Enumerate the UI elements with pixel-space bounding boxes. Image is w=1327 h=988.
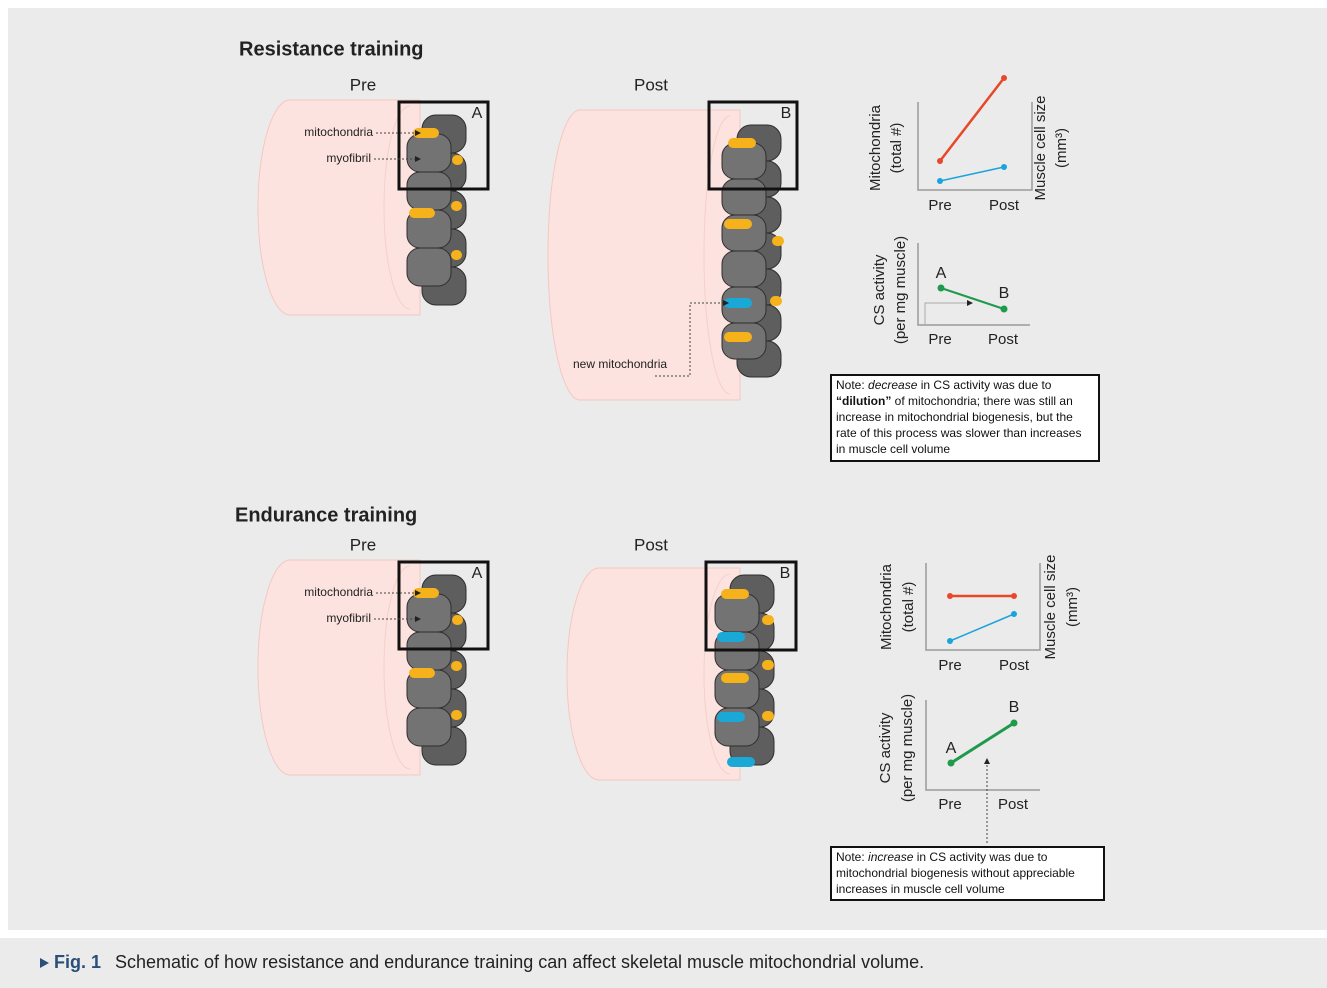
caption-bar: Fig. 1 Schematic of how resistance and en… bbox=[0, 938, 1327, 988]
post-label: Post bbox=[634, 75, 668, 94]
data-point bbox=[937, 178, 943, 184]
note-text: decrease bbox=[868, 378, 917, 392]
pre-label: Pre bbox=[350, 75, 376, 94]
y-label: (per mg muscle) bbox=[899, 694, 916, 802]
annotation: myofibril bbox=[326, 151, 371, 165]
mitochondrion bbox=[409, 208, 435, 218]
pre-label: Pre bbox=[350, 535, 376, 554]
myofibril bbox=[407, 248, 451, 286]
x-label: Post bbox=[999, 657, 1030, 674]
mitochondrion bbox=[452, 615, 463, 625]
myofibril bbox=[722, 251, 766, 287]
mitochondrion bbox=[452, 155, 463, 165]
note: Note: increase in CS activity was due to… bbox=[830, 846, 1105, 901]
mitochondrion bbox=[451, 250, 462, 260]
data-point bbox=[1001, 164, 1007, 170]
myofibril bbox=[715, 594, 759, 632]
mitochondrion bbox=[762, 615, 774, 625]
myofibril bbox=[407, 134, 451, 172]
mitochondrion bbox=[717, 632, 745, 642]
section-title: Endurance training bbox=[235, 504, 417, 526]
mitochondrion bbox=[762, 711, 774, 721]
mitochondrion bbox=[721, 673, 749, 683]
myofibril bbox=[407, 708, 451, 746]
y-label: CS activity bbox=[871, 254, 888, 325]
page: Resistance training Pre Post Amitochondria m… bbox=[0, 0, 1327, 988]
x-label: Pre bbox=[938, 796, 961, 813]
note: Note: decrease in CS activity was due to… bbox=[830, 374, 1100, 462]
data-point bbox=[1011, 611, 1017, 617]
y2-label: Muscle cell size bbox=[1042, 554, 1059, 659]
y2-label: (mm³) bbox=[1053, 128, 1070, 168]
point-label: B bbox=[1009, 699, 1020, 716]
data-point bbox=[947, 638, 953, 644]
mitochondrion bbox=[451, 201, 462, 211]
data-point bbox=[938, 285, 945, 292]
x-label: Post bbox=[998, 796, 1029, 813]
myofibril bbox=[407, 594, 451, 632]
box-label: B bbox=[780, 565, 791, 582]
y2-label: Muscle cell size bbox=[1032, 95, 1049, 200]
caption-label: Fig. 1 bbox=[54, 952, 101, 972]
box-label: A bbox=[472, 105, 483, 122]
mitochondrion bbox=[724, 332, 752, 342]
data-point bbox=[937, 158, 943, 164]
mitochondrion bbox=[762, 660, 774, 670]
note-text: Note: bbox=[836, 378, 865, 392]
mitochondrion bbox=[724, 219, 752, 229]
section-title: Resistance training bbox=[239, 38, 424, 60]
mitochondrion bbox=[451, 710, 462, 720]
mitochondrion bbox=[770, 296, 782, 306]
annotation: new mitochondria bbox=[573, 357, 667, 371]
x-label: Pre bbox=[928, 331, 951, 348]
mitochondrion bbox=[451, 661, 462, 671]
y-label: Mitochondria bbox=[867, 104, 884, 191]
annotation: mitochondria bbox=[304, 585, 373, 599]
mitochondrion bbox=[721, 589, 749, 599]
y-label: (total #) bbox=[888, 123, 905, 174]
x-label: Pre bbox=[938, 657, 961, 674]
data-point bbox=[1011, 720, 1018, 727]
note-text: increase bbox=[868, 850, 913, 864]
myofibril bbox=[722, 179, 766, 215]
myofibril bbox=[407, 632, 451, 670]
note-text: “dilution” bbox=[836, 394, 891, 408]
caption: Fig. 1 Schematic of how resistance and en… bbox=[54, 952, 924, 973]
caption-text: Schematic of how resistance and enduranc… bbox=[115, 952, 924, 972]
data-point bbox=[947, 593, 953, 599]
muscle-cell bbox=[567, 568, 740, 780]
point-label: A bbox=[936, 265, 947, 282]
myofibril bbox=[407, 172, 451, 210]
point-label: B bbox=[999, 285, 1010, 302]
box-label: A bbox=[472, 565, 483, 582]
mitochondrion bbox=[409, 668, 435, 678]
point-label: A bbox=[946, 740, 957, 757]
post-label: Post bbox=[634, 535, 668, 554]
y-label: CS activity bbox=[877, 712, 894, 783]
mitochondrion bbox=[717, 712, 745, 722]
x-label: Post bbox=[988, 331, 1019, 348]
mitochondrion bbox=[728, 138, 756, 148]
mitochondrion bbox=[724, 298, 752, 308]
y-label: (total #) bbox=[900, 582, 917, 633]
annotation: mitochondria bbox=[304, 125, 373, 139]
figure: Resistance training Pre Post Amitochondria m… bbox=[0, 0, 1327, 988]
y-label: (per mg muscle) bbox=[892, 236, 909, 344]
myofibril bbox=[722, 143, 766, 179]
y-label: Mitochondria bbox=[878, 563, 895, 650]
box-label: B bbox=[781, 105, 792, 122]
data-point bbox=[1011, 593, 1017, 599]
x-label: Pre bbox=[928, 197, 951, 214]
note-text: in CS activity was due to bbox=[921, 378, 1052, 392]
y2-label: (mm³) bbox=[1064, 587, 1081, 627]
x-label: Post bbox=[989, 197, 1020, 214]
data-point bbox=[1001, 75, 1007, 81]
data-point bbox=[948, 760, 955, 767]
note-text: Note: bbox=[836, 850, 865, 864]
annotation: myofibril bbox=[326, 611, 371, 625]
mitochondrion bbox=[727, 757, 755, 767]
data-point bbox=[1001, 306, 1008, 313]
mitochondrion bbox=[772, 236, 784, 246]
